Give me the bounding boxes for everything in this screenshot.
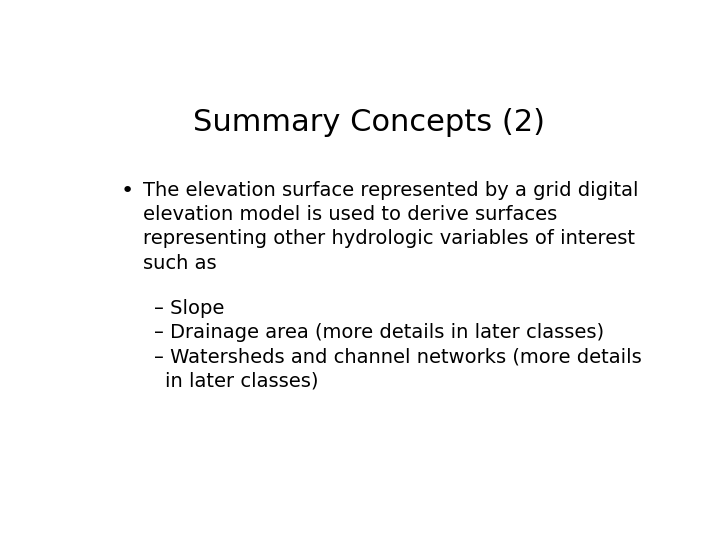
Text: elevation model is used to derive surfaces: elevation model is used to derive surfac… [143,205,557,224]
Text: representing other hydrologic variables of interest: representing other hydrologic variables … [143,230,635,248]
Text: The elevation surface represented by a grid digital: The elevation surface represented by a g… [143,181,639,200]
Text: – Drainage area (more details in later classes): – Drainage area (more details in later c… [154,323,604,342]
Text: such as: such as [143,254,217,273]
Text: – Slope: – Slope [154,299,225,318]
Text: – Watersheds and channel networks (more details: – Watersheds and channel networks (more … [154,347,642,366]
Text: Summary Concepts (2): Summary Concepts (2) [193,109,545,138]
Text: •: • [121,181,134,201]
Text: in later classes): in later classes) [166,371,319,390]
